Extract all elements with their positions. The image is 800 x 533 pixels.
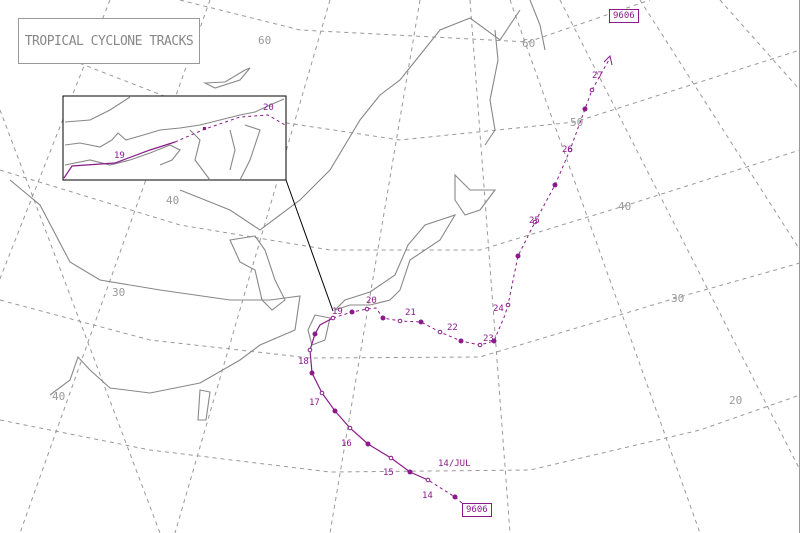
- grid-labels: 60 40 30 40 60 50 40 30 20: [52, 34, 742, 407]
- meridian-line: [469, 0, 511, 533]
- day-label: 25: [529, 216, 540, 226]
- coastline-baikal: [202, 67, 251, 89]
- grid-label: 40: [166, 194, 179, 207]
- track-point: [330, 315, 336, 321]
- track-point: [425, 477, 431, 483]
- track-point: [532, 219, 538, 225]
- day-label: 17: [309, 398, 320, 408]
- coastline-sakhalin: [484, 29, 499, 146]
- track-point: [515, 253, 521, 259]
- grid-label: 20: [729, 394, 742, 407]
- grid-label: 50: [570, 116, 583, 129]
- cyclone-id-start-label: 9606: [462, 503, 492, 517]
- track-point: [505, 302, 511, 308]
- inset-track-solid: [63, 141, 176, 179]
- track-point: [589, 87, 595, 93]
- track-point: [365, 441, 371, 447]
- track-point: [458, 338, 464, 344]
- track-point: [380, 315, 386, 321]
- track-point: [349, 309, 355, 315]
- coastline-kyushu: [307, 314, 331, 346]
- day-labels: 14 15 16 17 18 19 20 21 22 23 24 25 26 2…: [298, 71, 603, 501]
- track-point: [491, 338, 497, 344]
- grid-label: 60: [522, 37, 535, 50]
- track-segment-dashed: [332, 57, 611, 346]
- coastline-korea: [229, 235, 286, 311]
- day-label: 14: [422, 491, 433, 501]
- coastline-kamchatka: [529, 0, 546, 51]
- track-segment-solid: [309, 317, 429, 481]
- track-point: [388, 455, 394, 461]
- latitude-line-50: [19, 39, 799, 141]
- coastline-hokkaido: [454, 173, 497, 216]
- grid-label: 40: [52, 390, 65, 403]
- cyclone-id-end-label: 9606: [609, 9, 639, 23]
- day-label: 27: [592, 71, 603, 81]
- track-end-arrow-icon: [603, 55, 613, 66]
- inset-day-label: 20: [263, 103, 274, 113]
- grid-label: 30: [112, 286, 125, 299]
- coastline-taiwan: [197, 389, 211, 421]
- day-label: 24: [493, 304, 504, 314]
- inset-map: 19 20: [62, 95, 334, 312]
- coastline-honshu: [334, 214, 457, 311]
- map-title: TROPICAL CYCLONE TRACKS: [18, 18, 200, 64]
- track-point: [407, 469, 413, 475]
- meridian-line: [0, 109, 161, 533]
- day-label: 22: [447, 323, 458, 333]
- inset-coastline: [64, 96, 285, 181]
- coastlines: [9, 0, 546, 421]
- start-date-label: 14/JUL: [438, 459, 471, 469]
- coastline-russia: [179, 9, 521, 231]
- grid-label: 40: [618, 200, 631, 213]
- inset-leader-line: [285, 179, 334, 312]
- meridian-line: [174, 0, 331, 533]
- meridian-line: [639, 0, 799, 250]
- cyclone-track: [307, 55, 613, 504]
- track-point: [477, 342, 483, 348]
- latitude-line-30: [0, 262, 799, 359]
- track-point: [397, 318, 403, 324]
- track-point: [437, 329, 443, 335]
- track-point: [307, 347, 313, 353]
- day-label: 21: [405, 308, 416, 318]
- inset-track-dashed: [174, 114, 286, 143]
- day-label: 16: [341, 439, 352, 449]
- day-label: 15: [383, 468, 394, 478]
- track-point: [332, 408, 338, 414]
- grid-label: 30: [671, 292, 684, 305]
- meridian-line: [719, 0, 799, 90]
- grid-label: 60: [258, 34, 271, 47]
- day-label: 19: [332, 307, 343, 317]
- latitude-line-20: [0, 394, 799, 473]
- track-point: [567, 147, 573, 153]
- meridian-line: [329, 0, 421, 533]
- track-point: [364, 306, 370, 312]
- meridian-line: [509, 0, 701, 533]
- day-label: 18: [298, 357, 309, 367]
- day-label: 20: [366, 296, 377, 306]
- track-point: [309, 370, 315, 376]
- day-label: 23: [483, 334, 494, 344]
- track-segment-start: [427, 479, 463, 504]
- inset-day-label: 19: [114, 151, 125, 161]
- track-point: [319, 390, 325, 396]
- coastline-china: [9, 179, 301, 396]
- track-point: [418, 319, 424, 325]
- meridian-line: [19, 0, 211, 533]
- track-point: [347, 425, 353, 431]
- inset-track-point: [203, 127, 206, 130]
- track-point: [312, 331, 318, 337]
- latitude-line-60: [179, 0, 651, 43]
- inset-frame: [62, 95, 287, 181]
- track-point: [582, 106, 588, 112]
- track-point: [552, 182, 558, 188]
- day-label: 26: [562, 145, 573, 155]
- track-point: [452, 494, 458, 500]
